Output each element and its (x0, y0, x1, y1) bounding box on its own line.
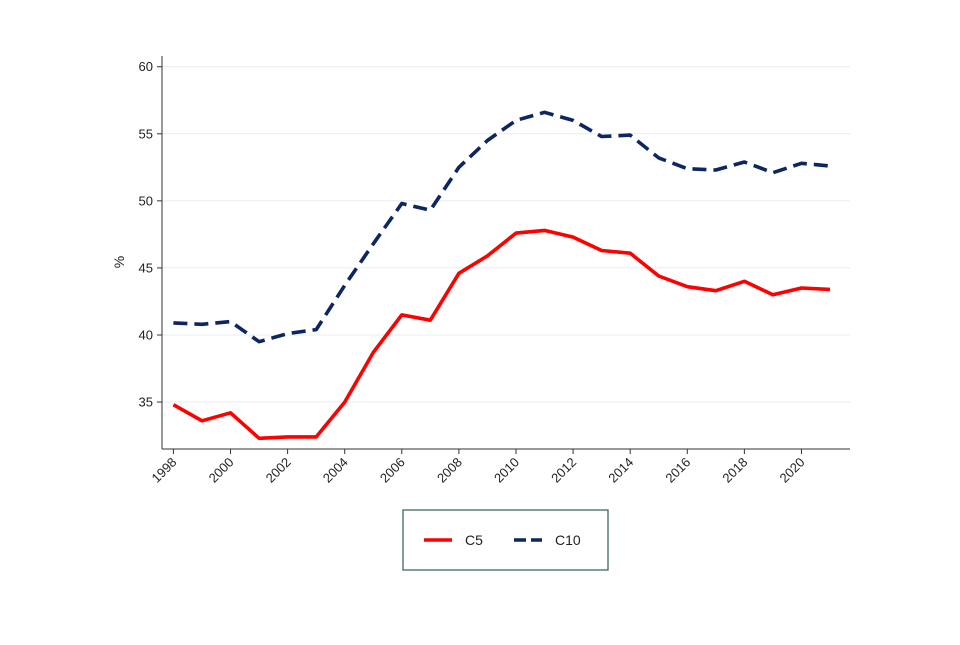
x-tick-label: 2006 (377, 455, 408, 486)
x-tick-label: 2014 (605, 455, 636, 486)
y-tick-label: 55 (139, 126, 153, 141)
legend-label-c10: C10 (555, 532, 581, 548)
y-axis-title: % (111, 256, 127, 268)
grid-layer (162, 66, 850, 403)
series-line-c10 (173, 110, 831, 344)
x-tick-label: 2008 (434, 455, 465, 486)
x-tick-label: 2004 (320, 455, 351, 486)
y-tick-label: 60 (139, 59, 153, 74)
ticks-layer: 35 40 45 50 55 60 1998 2000 2002 2004 2006 2008 2010… (139, 59, 808, 485)
x-tick-label: 2020 (777, 455, 808, 486)
x-tick-label: 2018 (719, 455, 750, 486)
axes-layer: % (111, 56, 850, 450)
y-tick-label: 40 (139, 327, 153, 342)
x-tick-label: 2002 (263, 455, 294, 486)
y-tick-label: 35 (139, 395, 153, 410)
x-tick-label: 2012 (548, 455, 579, 486)
legend: C5 C10 (402, 509, 609, 571)
series-layer (172, 110, 831, 441)
y-tick-label: 45 (139, 260, 153, 275)
x-tick-label: 1998 (148, 455, 179, 486)
series-line-c5 (172, 228, 831, 441)
x-tick-label: 2010 (491, 455, 522, 486)
x-tick-label: 2016 (662, 455, 693, 486)
legend-label-c5: C5 (465, 532, 483, 548)
y-tick-label: 50 (139, 193, 153, 208)
x-tick-label: 2000 (206, 455, 237, 486)
